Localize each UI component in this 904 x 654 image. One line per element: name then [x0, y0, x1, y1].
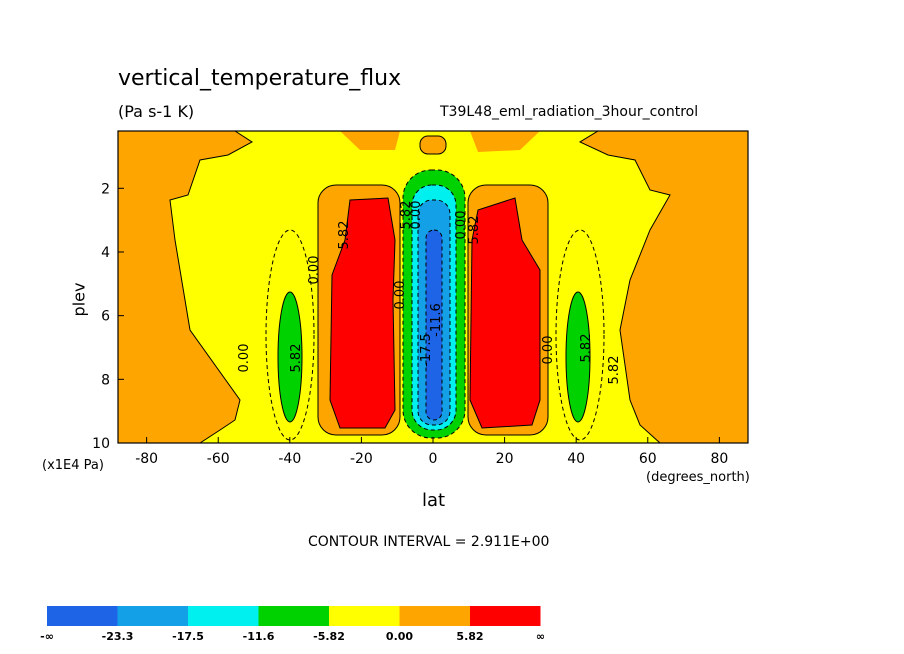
zero-contour-right: [555, 229, 605, 441]
orange-region-right: [578, 130, 749, 444]
plot-background: [118, 131, 748, 443]
orange-region-left: [117, 130, 253, 444]
contour-label: 5.82: [467, 216, 482, 245]
x-axis-label: lat: [422, 490, 446, 511]
orange-region-top-center: [419, 135, 447, 155]
contour-label: 0.00: [541, 336, 556, 365]
contour-interval: CONTOUR INTERVAL = 2.911E+00: [308, 534, 550, 550]
y-tick-label: 8: [101, 372, 110, 388]
green-column: [402, 169, 466, 439]
zero-contour-left: [265, 229, 315, 441]
contour-label: 5.82: [607, 356, 622, 385]
chart-title: vertical_temperature_flux: [118, 66, 402, 91]
y-tick-label: 2: [101, 181, 110, 197]
contour-label: 0.00: [393, 281, 408, 310]
colorbar-label: ∞: [536, 630, 545, 643]
x-tick-label: 60: [639, 451, 657, 467]
colorbar-swatch: [117, 606, 188, 626]
orange-region-top-left: [340, 131, 400, 150]
red-region-right: [469, 197, 541, 429]
green-region-left: [277, 291, 303, 423]
orange-region-top-right: [470, 131, 540, 152]
lightblue-column: [417, 199, 451, 426]
x-tick-label: -40: [278, 451, 301, 467]
contour-label: 5.82: [579, 334, 594, 363]
colorbar-label: 5.82: [456, 630, 483, 643]
chart-units: (Pa s-1 K): [118, 102, 195, 121]
y-tick-label: 10: [92, 436, 110, 452]
orange-ring-left: [317, 184, 401, 436]
blue-column: [425, 229, 443, 421]
contour-label: 5.82: [337, 221, 352, 250]
contour-label: 0.00: [307, 256, 322, 285]
y-ticks: 2 4 6 8 10: [92, 181, 124, 452]
run-label: T39L48_eml_radiation_3hour_control: [440, 104, 699, 120]
x-tick-label: 80: [710, 451, 728, 467]
x-tick-label: 20: [496, 451, 514, 467]
colorbar-label: 0.00: [386, 630, 413, 643]
colorbar-swatch: [47, 606, 118, 626]
y-tick-label: 6: [101, 309, 110, 325]
contour-labels: 0.00 5.820.005.825.820.00-11.6-17.50.005.…: [237, 201, 622, 385]
red-region-left: [329, 197, 396, 429]
colorbar-swatch: [470, 606, 541, 626]
colorbar-label: -17.5: [172, 630, 204, 643]
orange-ring-right: [467, 184, 549, 436]
colorbar-label: -11.6: [243, 630, 275, 643]
contour-label: 5.82: [289, 344, 304, 373]
contour-label: 0.00: [237, 344, 252, 373]
x-tick-label: -20: [350, 451, 373, 467]
contour-label: 0.00: [409, 201, 424, 230]
x-tick-label: -80: [135, 451, 158, 467]
colorbar-swatch: [399, 606, 470, 626]
contour-label: -11.6: [429, 303, 444, 337]
contour-label: 5.82: [399, 201, 414, 230]
colorbar-swatch: [258, 606, 329, 626]
colorbar-swatch: [188, 606, 259, 626]
contour-label: 0.00: [454, 211, 469, 240]
y-axis-label: plev: [69, 282, 89, 317]
y-axis-units: (x1E4 Pa): [42, 458, 104, 473]
x-ticks: -80 -60 -40 -20 0 20 40 60 80: [135, 437, 728, 467]
x-tick-label: 0: [429, 451, 438, 467]
x-tick-label: -60: [207, 451, 230, 467]
x-tick-label: 40: [567, 451, 585, 467]
plot-frame: [117, 130, 749, 444]
contour-label: -17.5: [419, 333, 434, 367]
colorbar-label: -∞: [40, 630, 54, 643]
colorbar-swatch: [329, 606, 400, 626]
colorbar-label: -23.3: [102, 630, 134, 643]
y-tick-label: 4: [101, 245, 110, 261]
cyan-column: [411, 184, 457, 431]
x-axis-units: (degrees_north): [646, 470, 750, 485]
colorbar: -∞ -23.3 -17.5 -11.6 -5.82 0.00 5.82 ∞: [40, 606, 545, 643]
green-region-right: [565, 291, 591, 423]
colorbar-label: -5.82: [313, 630, 345, 643]
